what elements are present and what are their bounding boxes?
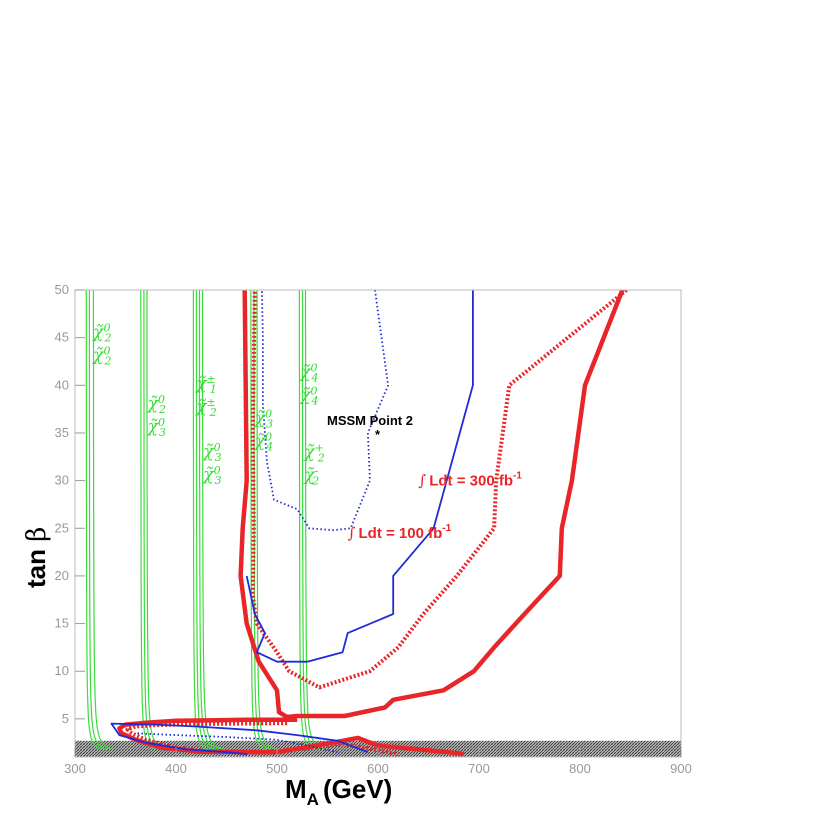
x-axis-ticks: 300 400 500 600 700 800 900: [64, 747, 692, 776]
series-curve-6: [261, 290, 390, 532]
green-contour-2-1: [195, 290, 215, 750]
x-tick-label-400: 400: [165, 761, 187, 776]
y-tick-label-35: 35: [55, 425, 69, 440]
series-curve-4: [245, 290, 474, 663]
green-contour-1-2: [146, 290, 167, 750]
green-contour-2-3: [201, 290, 225, 750]
green-contour-4-0: [298, 290, 315, 750]
x-tick-label-500: 500: [266, 761, 288, 776]
green-contour-0-1: [88, 290, 107, 750]
x-tick-label-700: 700: [468, 761, 490, 776]
green-contour-3-2: [256, 290, 277, 750]
svg-text:χ̃-2: χ̃-2: [303, 465, 319, 488]
y-axis-title: tan β: [21, 527, 52, 588]
svg-text:χ̃03: χ̃0 3: [254, 407, 273, 430]
lumi-300-sup: -1: [513, 471, 522, 482]
series-curve-0: [238, 290, 625, 720]
svg-text:∫Ldt = 100 fb-1: ∫ Ldt = 100 fb-1: [348, 523, 452, 542]
green-contours: [85, 290, 326, 750]
particle-label-5: χ̃0 4χ̃0 4: [299, 362, 318, 408]
svg-text:∫Ldt = 300 fb-1: ∫ Ldt = 300 fb-1: [418, 471, 522, 490]
y-tick-label-10: 10: [55, 663, 69, 678]
green-contour-1-0: [140, 290, 157, 750]
svg-text:χ̃+2: χ̃+ 2: [303, 442, 325, 465]
svg-text:χ̃±1: χ̃± 1: [195, 373, 217, 396]
green-contour-1-1: [143, 290, 162, 750]
green-contour-0-0: [85, 290, 102, 750]
svg-text:χ̃03: χ̃0 3: [202, 464, 221, 487]
plot-frame: [74, 289, 682, 758]
x-axis-title: MA (GeV): [285, 774, 392, 809]
svg-text:χ̃±2: χ̃± 2: [195, 396, 217, 419]
lumi-300-integral: ∫: [418, 472, 426, 490]
particle-label-0: χ̃0 2χ̃0 2: [92, 322, 111, 368]
svg-text:χ̃04: χ̃0 4: [254, 430, 273, 453]
y-tick-label-50: 50: [55, 282, 69, 297]
y-tick-label-40: 40: [55, 377, 69, 392]
green-contour-0-2: [92, 290, 114, 750]
svg-text:χ̃04: χ̃0 4: [299, 362, 318, 385]
lumi-100-annotation: ∫ Ldt = 100 fb-1: [348, 523, 452, 542]
lumi-100-sup: -1: [442, 523, 451, 534]
lumi-300-annotation: ∫ Ldt = 300 fb-1: [418, 471, 522, 490]
y-tick-label-5: 5: [62, 711, 69, 726]
green-contour-4-1: [301, 290, 320, 750]
svg-text:χ̃02: χ̃0 2: [92, 345, 111, 368]
chargino-neutralino-labels: χ̃0 2χ̃0 2χ̃0 2χ̃0 3χ̃± 1χ̃± 2χ̃0 3χ̃0 3χ̃0 3χ̃0 4…: [92, 322, 325, 488]
x-tick-label-800: 800: [569, 761, 591, 776]
mssm-point-label: MSSM Point 2: [327, 413, 413, 428]
particle-label-4: χ̃0 3χ̃0 4: [254, 407, 273, 453]
svg-text:χ̃02: χ̃0 2: [92, 322, 111, 345]
x-tick-label-600: 600: [367, 761, 389, 776]
x-tick-label-900: 900: [670, 761, 692, 776]
y-tick-label-25: 25: [55, 520, 69, 535]
mssm-point-marker: *: [375, 427, 381, 442]
lumi-100-text: Ldt = 100 fb: [359, 525, 443, 542]
svg-text:χ̃03: χ̃0 3: [202, 441, 221, 464]
lumi-300-text: Ldt = 300 fb: [429, 473, 513, 490]
series-curve-3: [125, 721, 399, 757]
lumi-100-integral: ∫: [348, 524, 356, 542]
green-contour-2-2: [198, 290, 220, 750]
particle-label-1: χ̃0 2χ̃0 3: [147, 393, 166, 439]
series-curves: [110, 290, 628, 757]
series-curve-5: [110, 722, 369, 755]
svg-text:χ̃04: χ̃0 4: [299, 385, 318, 408]
y-tick-label-20: 20: [55, 568, 69, 583]
svg-text:χ̃03: χ̃0 3: [147, 416, 166, 439]
particle-label-2: χ̃± 1χ̃± 2: [195, 373, 217, 419]
green-contour-2-0: [192, 290, 209, 750]
particle-label-6: χ̃+ 2χ̃-2: [303, 442, 325, 488]
y-tick-label-30: 30: [55, 473, 69, 488]
svg-text:χ̃02: χ̃0 2: [147, 393, 166, 416]
series-curve-2: [250, 290, 628, 690]
y-axis-ticks: 5 10 15 20 25 30 35 40 45 50: [55, 282, 85, 726]
y-tick-label-15: 15: [55, 616, 69, 631]
mssm-point-annotation: MSSM Point 2 *: [327, 413, 413, 442]
x-tick-label-300: 300: [64, 761, 86, 776]
green-contour-4-2: [304, 290, 326, 750]
y-tick-label-45: 45: [55, 330, 69, 345]
particle-label-3: χ̃0 3χ̃0 3: [202, 441, 221, 487]
